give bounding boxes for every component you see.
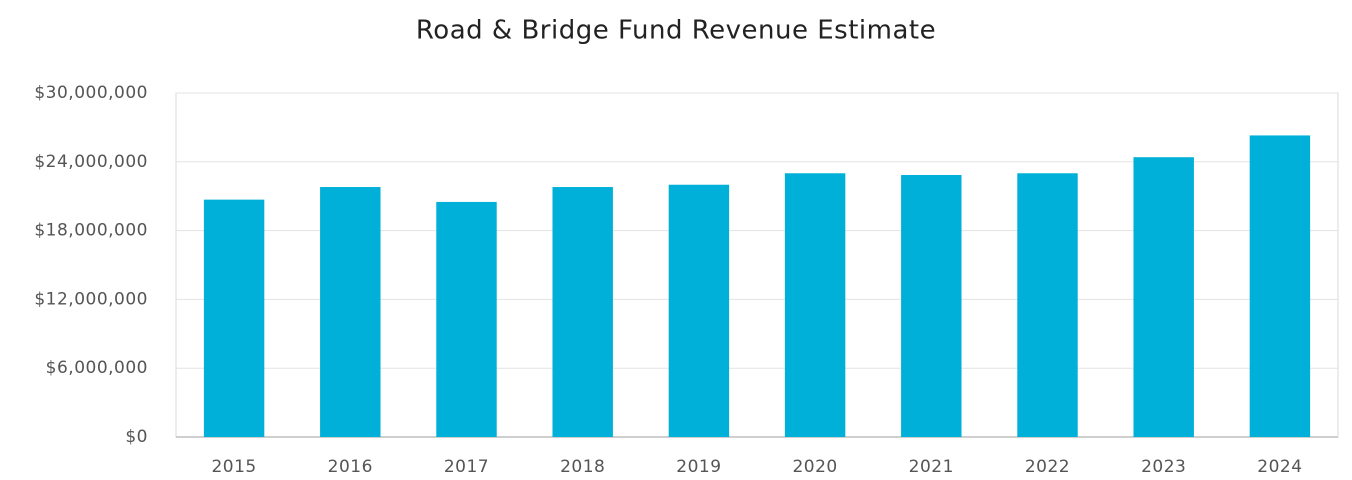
x-tick-label: 2018 (560, 457, 605, 477)
chart-title: Road & Bridge Fund Revenue Estimate (416, 16, 936, 46)
x-tick-label: 2019 (676, 457, 721, 477)
bar (1133, 157, 1194, 438)
bar (784, 173, 846, 437)
y-tick-label: $30,000,000 (34, 83, 148, 103)
bar (1249, 135, 1311, 437)
bar (668, 184, 730, 437)
y-tick-label: $18,000,000 (34, 221, 148, 241)
y-tick-label: $12,000,000 (34, 289, 148, 309)
y-tick-label: $6,000,000 (46, 358, 148, 378)
x-tick-label: 2016 (328, 457, 373, 477)
x-tick-label: 2015 (211, 457, 256, 477)
bar (436, 201, 497, 437)
x-tick-label: 2020 (792, 457, 837, 477)
x-tick-label: 2024 (1257, 457, 1302, 477)
x-tick-label: 2021 (909, 457, 954, 477)
bar (320, 187, 381, 437)
x-tick-label: 2022 (1025, 457, 1070, 477)
x-tick-label: 2023 (1141, 457, 1186, 477)
x-tick-label: 2017 (444, 457, 489, 477)
bar (552, 187, 613, 437)
y-tick-label: $0 (125, 427, 148, 447)
bar (203, 199, 265, 437)
bar (901, 174, 962, 437)
y-tick-label: $24,000,000 (34, 152, 148, 172)
bar (1017, 173, 1078, 437)
